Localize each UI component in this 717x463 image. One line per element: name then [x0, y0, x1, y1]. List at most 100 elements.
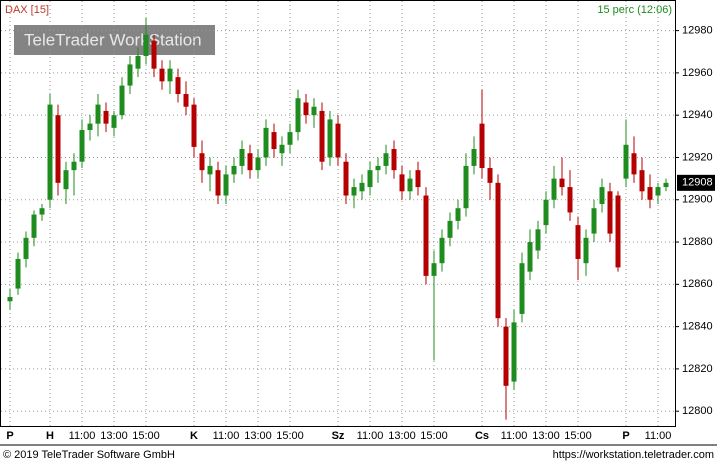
candle-body	[423, 195, 429, 276]
candle-body	[247, 153, 253, 171]
candle-body	[559, 178, 565, 188]
x-tick-label: P	[6, 430, 13, 442]
candle-body	[527, 242, 533, 272]
candle-body	[375, 165, 381, 171]
candle-body	[215, 170, 221, 196]
candle-body	[471, 149, 477, 166]
candle-body	[103, 110, 109, 124]
candle-body	[79, 129, 85, 162]
candle-body	[239, 149, 245, 166]
candle-body	[167, 68, 173, 82]
candle-body	[39, 208, 45, 215]
candle-body	[631, 153, 637, 175]
candle-body	[127, 64, 133, 86]
candle-body	[335, 123, 341, 158]
x-tick-label: 13:00	[244, 430, 272, 442]
candle-body	[519, 263, 525, 314]
watermark-box	[14, 25, 215, 55]
watermark: TeleTrader WorkStation	[24, 30, 202, 49]
candle-body	[71, 161, 77, 171]
candle-body	[175, 77, 181, 95]
candle-body	[87, 123, 93, 130]
x-tick-label: 11:00	[213, 430, 240, 442]
y-tick-label: 12960	[682, 67, 713, 79]
candle-body	[407, 178, 413, 192]
candle-body	[287, 132, 293, 145]
x-tick-label: K	[190, 430, 198, 442]
x-tick-label: 11:00	[501, 430, 528, 442]
x-tick-label: P	[622, 430, 629, 442]
candle-body	[143, 34, 149, 56]
candle-body	[623, 144, 629, 179]
y-tick-label: 12900	[682, 194, 713, 206]
url: https://workstation.teletrader.com	[553, 449, 714, 461]
x-tick-label: 13:00	[532, 430, 560, 442]
candle-body	[367, 170, 373, 188]
candle-body	[615, 195, 621, 268]
candle-body	[455, 208, 461, 221]
x-tick-label: 11:00	[645, 430, 672, 442]
candle-body	[543, 199, 549, 226]
x-tick-label: Sz	[332, 430, 345, 442]
candle-body	[319, 110, 325, 162]
candle-body	[383, 153, 389, 166]
candle-body	[415, 170, 421, 188]
candle-body	[463, 165, 469, 209]
x-tick-label: 11:00	[357, 430, 384, 442]
y-tick-label: 12920	[682, 151, 713, 163]
y-tick-label: 12880	[682, 236, 713, 248]
status: 15 perc (12:06)	[597, 4, 672, 16]
candle-body	[495, 182, 501, 319]
copyright: © 2019 TeleTrader Software GmbH	[3, 449, 175, 461]
candle-body	[223, 174, 229, 196]
candle-body	[551, 178, 557, 200]
candle-body	[535, 229, 541, 251]
x-tick-label: Cs	[475, 430, 489, 442]
candle-body	[607, 191, 613, 234]
y-tick-label: 12820	[682, 363, 713, 375]
x-tick-label: 15:00	[564, 430, 592, 442]
candle-body	[7, 297, 13, 302]
candle-body	[359, 182, 365, 192]
last-price-box	[677, 174, 715, 191]
x-tick-label: 15:00	[420, 430, 448, 442]
instrument: DAX [15]	[5, 4, 49, 16]
x-tick-label: H	[46, 430, 54, 442]
last-price-label: 12908	[682, 177, 713, 189]
candle-body	[327, 119, 333, 158]
x-tick-label: 15:00	[276, 430, 304, 442]
candle-body	[303, 102, 309, 116]
y-tick-label: 12980	[682, 25, 713, 37]
candle-body	[231, 165, 237, 175]
candle-body	[663, 182, 669, 188]
candle-body	[575, 225, 581, 259]
y-tick-label: 12800	[682, 405, 713, 417]
candle-body	[279, 144, 285, 154]
candle-body	[351, 187, 357, 196]
candle-body	[111, 115, 117, 128]
candle-body	[151, 41, 157, 69]
candle-body	[487, 168, 493, 183]
candle-body	[255, 157, 261, 171]
candle-body	[439, 237, 445, 264]
y-tick-label: 12860	[682, 278, 713, 290]
candle-body	[503, 326, 509, 386]
candle-body	[639, 170, 645, 192]
y-tick-label: 12840	[682, 321, 713, 333]
candle-body	[135, 55, 141, 69]
candle-body	[31, 214, 37, 238]
candle-body	[119, 85, 125, 116]
candle-body	[583, 237, 589, 264]
y-tick-label: 12940	[682, 109, 713, 121]
x-tick-label: 15:00	[132, 430, 160, 442]
candle-body	[447, 220, 453, 238]
candle-body	[431, 263, 437, 276]
candle-body	[655, 187, 661, 196]
candle-body	[399, 174, 405, 192]
candle-body	[63, 170, 69, 190]
candle-body	[311, 106, 317, 116]
candle-body	[479, 123, 485, 169]
candle-body	[647, 187, 653, 200]
